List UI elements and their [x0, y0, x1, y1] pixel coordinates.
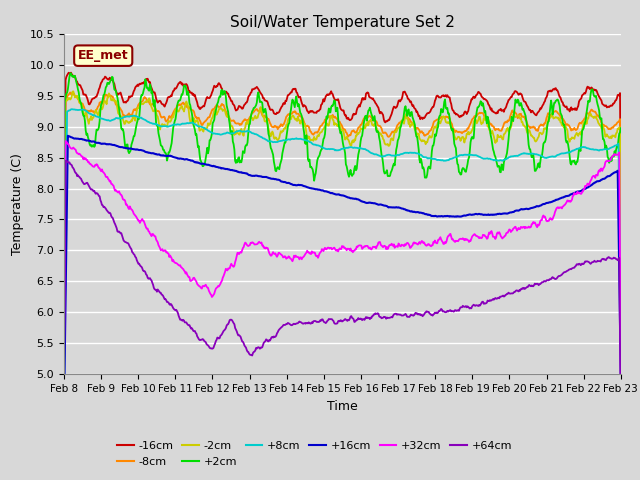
- +16cm: [64, 133, 72, 139]
- -2cm: [185, 108, 193, 113]
- Line: +8cm: +8cm: [64, 109, 621, 398]
- -16cm: [185, 89, 193, 95]
- +32cm: [411, 240, 419, 246]
- -16cm: [428, 107, 435, 112]
- +16cm: [60, 407, 68, 412]
- +64cm: [60, 367, 68, 373]
- +64cm: [214, 335, 222, 341]
- +64cm: [185, 323, 193, 328]
- -2cm: [214, 109, 222, 115]
- Legend: -16cm, -8cm, -2cm, +2cm, +8cm, +16cm, +32cm, +64cm: -16cm, -8cm, -2cm, +2cm, +8cm, +16cm, +3…: [113, 437, 516, 471]
- -16cm: [214, 81, 222, 87]
- +64cm: [128, 249, 136, 255]
- -16cm: [71, 73, 79, 79]
- +64cm: [428, 312, 435, 318]
- Line: -8cm: -8cm: [64, 93, 621, 390]
- -2cm: [71, 95, 79, 100]
- +32cm: [61, 138, 69, 144]
- Text: EE_met: EE_met: [78, 49, 129, 62]
- +2cm: [617, 125, 625, 131]
- Line: +32cm: +32cm: [64, 141, 621, 365]
- -2cm: [60, 293, 68, 299]
- Y-axis label: Temperature (C): Temperature (C): [11, 153, 24, 255]
- -16cm: [67, 70, 75, 75]
- +2cm: [214, 99, 222, 105]
- -16cm: [617, 239, 625, 245]
- -16cm: [411, 106, 419, 111]
- +16cm: [617, 373, 625, 379]
- Line: +2cm: +2cm: [64, 73, 621, 394]
- +64cm: [411, 311, 419, 317]
- -2cm: [70, 88, 77, 94]
- +64cm: [71, 169, 79, 175]
- +16cm: [428, 213, 435, 218]
- -2cm: [411, 127, 419, 132]
- +32cm: [428, 243, 435, 249]
- Line: -16cm: -16cm: [64, 72, 621, 382]
- +2cm: [67, 71, 75, 76]
- Line: +16cm: +16cm: [64, 136, 621, 409]
- +2cm: [411, 122, 419, 128]
- +16cm: [71, 136, 79, 142]
- +16cm: [185, 157, 193, 163]
- -2cm: [128, 118, 136, 124]
- -8cm: [60, 387, 68, 393]
- -2cm: [428, 135, 435, 141]
- +2cm: [60, 391, 68, 396]
- -8cm: [214, 104, 222, 109]
- -16cm: [128, 93, 136, 99]
- +32cm: [617, 362, 625, 368]
- +2cm: [185, 92, 193, 98]
- +2cm: [71, 73, 79, 79]
- -8cm: [411, 124, 419, 130]
- +8cm: [60, 396, 68, 401]
- +2cm: [428, 158, 435, 164]
- +64cm: [63, 158, 70, 164]
- +8cm: [185, 120, 193, 126]
- X-axis label: Time: Time: [327, 400, 358, 413]
- +32cm: [214, 283, 222, 289]
- -8cm: [428, 127, 435, 133]
- +8cm: [617, 343, 625, 349]
- +16cm: [411, 209, 419, 215]
- +32cm: [71, 146, 79, 152]
- +64cm: [617, 425, 625, 431]
- -8cm: [617, 257, 625, 263]
- -8cm: [67, 90, 74, 96]
- +8cm: [428, 156, 435, 161]
- +32cm: [60, 354, 68, 360]
- +8cm: [71, 107, 79, 112]
- +32cm: [128, 207, 136, 213]
- +16cm: [214, 164, 222, 170]
- Title: Soil/Water Temperature Set 2: Soil/Water Temperature Set 2: [230, 15, 455, 30]
- +8cm: [214, 132, 222, 137]
- -16cm: [60, 379, 68, 385]
- +8cm: [68, 106, 76, 112]
- -2cm: [617, 310, 625, 316]
- +8cm: [128, 113, 136, 119]
- +16cm: [128, 146, 136, 152]
- +32cm: [185, 274, 193, 280]
- Line: +64cm: +64cm: [64, 161, 621, 428]
- -8cm: [71, 94, 79, 99]
- -8cm: [185, 104, 193, 110]
- +8cm: [411, 150, 419, 156]
- +2cm: [128, 140, 136, 145]
- Line: -2cm: -2cm: [64, 91, 621, 313]
- -8cm: [128, 111, 136, 117]
